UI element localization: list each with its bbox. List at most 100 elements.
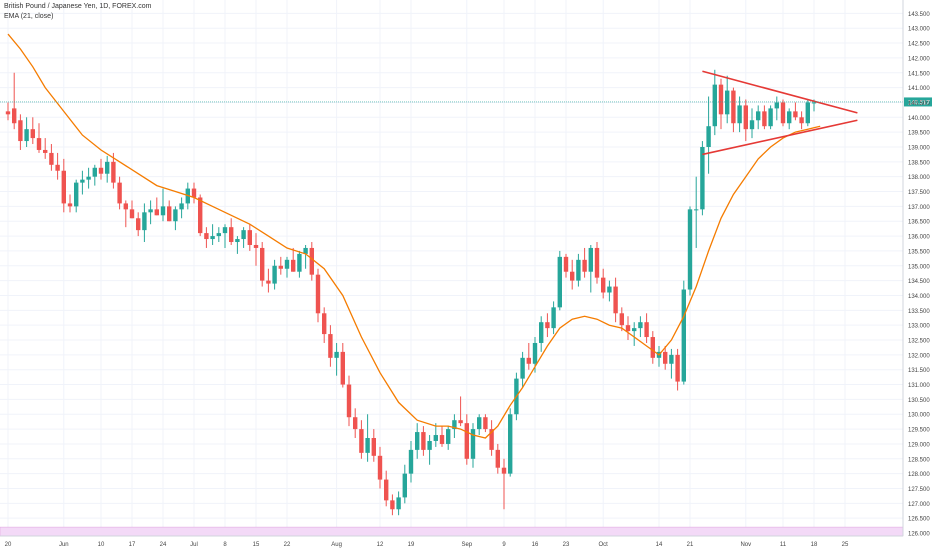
x-tick-label: 19 <box>408 542 415 548</box>
candle-body <box>508 414 513 474</box>
candle-body <box>681 289 686 382</box>
y-tick-label: 129.000 <box>908 442 930 448</box>
ema-series <box>7 33 821 439</box>
candle-body <box>24 129 29 142</box>
candle-body <box>545 322 550 329</box>
x-tick-label: Jun <box>59 542 69 548</box>
candle-body <box>18 120 23 142</box>
y-tick-label: 143.500 <box>908 12 930 18</box>
candle-body <box>663 351 668 364</box>
candle-body <box>384 479 389 501</box>
candle-body <box>353 417 358 430</box>
bottom-band <box>0 526 904 537</box>
candle-body <box>371 438 376 456</box>
y-tick-label: 136.500 <box>908 220 930 226</box>
y-tick-label: 141.000 <box>908 86 930 92</box>
candle-body <box>477 417 482 430</box>
y-tick-label: 140.000 <box>908 116 930 122</box>
y-tick-label: 130.000 <box>908 413 930 419</box>
candle-body <box>408 449 414 474</box>
candle-body <box>458 420 463 424</box>
y-tick-label: 142.500 <box>908 42 930 48</box>
x-tick-label: 25 <box>842 542 849 548</box>
candle-body <box>129 209 135 219</box>
y-tick-label: 137.500 <box>908 190 930 196</box>
candle-body <box>495 449 500 468</box>
x-tick-label: 20 <box>5 542 12 548</box>
x-tick-label: 18 <box>811 542 818 548</box>
candle-body <box>780 102 786 124</box>
candle-body <box>632 328 637 332</box>
ema-line <box>7 33 821 439</box>
candle-body <box>191 188 197 198</box>
x-tick-label: 16 <box>532 542 539 548</box>
candle-body <box>80 179 85 183</box>
candle-body <box>526 357 531 364</box>
x-tick-label: 21 <box>687 542 694 548</box>
trendlines <box>702 70 858 156</box>
candle-body <box>179 203 184 210</box>
candle-body <box>464 423 469 459</box>
y-tick-label: 135.500 <box>908 249 930 255</box>
y-tick-label: 131.000 <box>908 383 930 389</box>
candle-body <box>576 259 581 281</box>
x-tick-label: Aug <box>331 542 342 548</box>
candle-body <box>30 129 35 139</box>
candle-body <box>235 239 240 243</box>
candle-body <box>557 256 562 308</box>
candle-body <box>694 209 699 211</box>
y-tick-label: 127.500 <box>908 487 930 493</box>
candle-body <box>5 111 11 115</box>
candle-body <box>216 233 221 237</box>
y-tick-label: 139.000 <box>908 145 930 151</box>
candle-body <box>743 105 748 130</box>
candle-body <box>687 209 693 290</box>
x-tick-label: 9 <box>502 542 506 548</box>
candle-body <box>613 286 618 314</box>
x-tick-label: 10 <box>98 542 105 548</box>
y-tick-label: 138.500 <box>908 160 930 166</box>
candle-body <box>328 334 333 358</box>
candle-body <box>291 259 296 272</box>
y-tick-label: 128.000 <box>908 472 930 478</box>
candle-body <box>520 357 525 379</box>
candle-body <box>402 473 407 498</box>
x-tick-label: 24 <box>160 542 167 548</box>
y-tick-label: 133.500 <box>908 309 930 315</box>
candle-body <box>532 342 538 364</box>
candle-body <box>272 265 277 284</box>
candle-body <box>601 277 606 293</box>
candle-body <box>315 274 321 314</box>
grid <box>0 0 903 536</box>
candle-body <box>805 102 810 124</box>
candle-body <box>446 429 451 444</box>
candle-body <box>563 256 569 272</box>
trendline <box>702 70 858 114</box>
candle-body <box>737 105 742 124</box>
y-tick-label: 141.500 <box>908 71 930 77</box>
x-tick-label: Oct <box>599 542 609 548</box>
y-tick-label: 143.000 <box>908 27 930 33</box>
x-tick-label: 11 <box>780 542 787 548</box>
candle-body <box>675 354 680 382</box>
candle-body <box>43 149 48 153</box>
y-tick-label: 131.500 <box>908 368 930 374</box>
candle-body <box>718 84 724 115</box>
candle-body <box>396 497 401 510</box>
y-tick-label: 132.000 <box>908 353 930 359</box>
candle-body <box>198 197 203 234</box>
candle-body <box>762 111 767 127</box>
candle-body <box>61 170 66 204</box>
candle-body <box>309 247 314 275</box>
candle-body <box>607 286 612 293</box>
candle-body <box>154 209 159 216</box>
candle-body <box>12 108 17 124</box>
candle-body <box>421 432 426 450</box>
y-tick-label: 128.500 <box>908 457 930 463</box>
candle-body <box>284 259 290 269</box>
candle-body <box>67 203 73 207</box>
y-tick-label: 127.000 <box>908 502 930 508</box>
candle-body <box>582 259 587 272</box>
